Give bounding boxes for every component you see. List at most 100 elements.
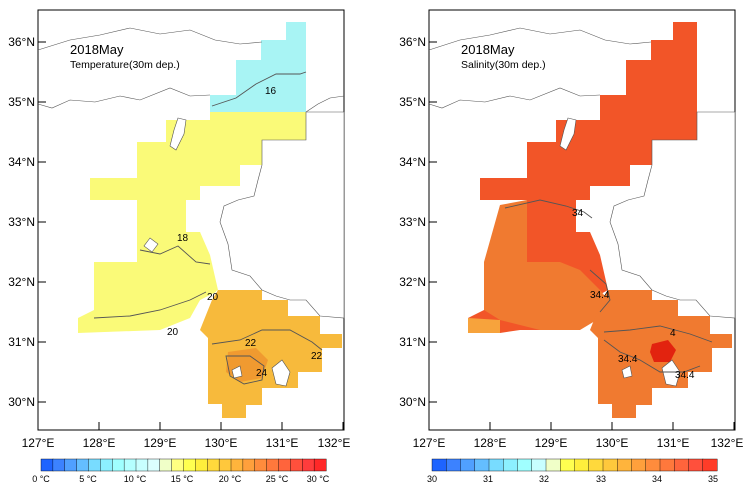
salinity-colorbar-swatch bbox=[688, 458, 704, 472]
salinity-colorbar-swatch bbox=[545, 458, 561, 472]
temperature-land-kyushu bbox=[219, 111, 345, 319]
temperature-colorbar-swatch bbox=[278, 458, 291, 472]
temperature-y-tick: 30°N bbox=[8, 395, 35, 409]
temperature-map: 16 18 20 20 22 22 24 2018May Temperature… bbox=[8, 9, 351, 484]
temperature-contour-label: 16 bbox=[265, 86, 277, 97]
salinity-y-tick: 31°N bbox=[399, 335, 426, 349]
temperature-contour-label: 20 bbox=[207, 292, 219, 303]
salinity-colorbar-label: 33 bbox=[596, 474, 606, 484]
salinity-colorbar-swatch bbox=[588, 458, 604, 472]
temperature-contour-label: 22 bbox=[245, 338, 257, 349]
temperature-colorbar-swatch bbox=[159, 458, 173, 472]
salinity-colorbar-swatch bbox=[446, 458, 462, 472]
temperature-contour-label: 22 bbox=[311, 351, 323, 362]
temperature-colorbar bbox=[40, 458, 327, 472]
salinity-contour-34 bbox=[504, 199, 593, 219]
salinity-contour-34-4-b bbox=[603, 339, 701, 373]
temperature-colorbar-swatch bbox=[266, 458, 280, 472]
temperature-map-ticks bbox=[37, 41, 344, 430]
salinity-colorbar-swatch bbox=[602, 458, 618, 472]
salinity-colorbar-swatch bbox=[488, 458, 504, 472]
salinity-colorbar-label: 35 bbox=[708, 474, 718, 484]
salinity-colorbar-swatch bbox=[574, 458, 590, 472]
temperature-colorbar-swatch bbox=[123, 458, 137, 472]
temperature-map-title: 2018May bbox=[70, 42, 124, 57]
salinity-colorbar-swatch bbox=[474, 458, 490, 472]
temperature-contour-label: 24 bbox=[256, 368, 268, 379]
temperature-colorbar-swatch bbox=[76, 458, 90, 472]
salinity-x-tick: 128°E bbox=[474, 436, 507, 450]
salinity-contour-outer bbox=[603, 325, 713, 343]
temperature-colorbar-swatch bbox=[254, 458, 268, 472]
salinity-x-tick: 127°E bbox=[413, 436, 446, 450]
temperature-colorbar-swatch bbox=[195, 458, 208, 472]
temperature-colorbar-label: 20 °C bbox=[219, 474, 242, 484]
temperature-contour-22 bbox=[211, 329, 323, 351]
temperature-colorbar-label: 30 °C bbox=[307, 474, 330, 484]
temperature-land-honshu bbox=[305, 95, 345, 113]
salinity-mid-region bbox=[484, 200, 608, 330]
salinity-contour-label: 4 bbox=[670, 328, 676, 339]
salinity-land-kyushu bbox=[609, 111, 736, 319]
temperature-colorbar-swatch bbox=[183, 458, 196, 472]
salinity-y-tick: 30°N bbox=[399, 395, 426, 409]
temperature-y-tick: 35°N bbox=[8, 95, 35, 109]
temperature-colorbar-label: 15 °C bbox=[171, 474, 194, 484]
salinity-land-korea bbox=[428, 27, 652, 109]
temperature-land-tsushima bbox=[169, 117, 187, 151]
salinity-colorbar-swatch bbox=[503, 458, 519, 472]
temperature-y-tick: 33°N bbox=[8, 215, 35, 229]
temperature-colorbar-swatch bbox=[207, 458, 220, 472]
salinity-colorbar-label: 34 bbox=[652, 474, 662, 484]
temperature-warm-region bbox=[200, 290, 342, 418]
temperature-colorbar-swatch bbox=[64, 458, 78, 472]
salinity-colorbar-label: 30 bbox=[427, 474, 437, 484]
temperature-colorbar-swatch bbox=[135, 458, 149, 472]
temperature-x-tick: 131°E bbox=[266, 436, 299, 450]
salinity-y-tick: 32°N bbox=[399, 275, 426, 289]
temperature-x-tick: 132°E bbox=[318, 436, 351, 450]
salinity-contour-label: 34.4 bbox=[618, 354, 638, 365]
salinity-map-ticks bbox=[428, 41, 735, 430]
temperature-contour-label: 20 bbox=[167, 327, 179, 338]
temperature-colorbar-swatch bbox=[88, 458, 101, 472]
salinity-colorbar-swatch bbox=[431, 458, 447, 472]
salinity-contour-label: 34 bbox=[572, 208, 584, 219]
temperature-y-tick: 34°N bbox=[8, 155, 35, 169]
temperature-cold-region bbox=[210, 22, 306, 112]
temperature-colorbar-label: 10 °C bbox=[124, 474, 147, 484]
temperature-contour-18 bbox=[139, 245, 211, 265]
salinity-x-tick: 129°E bbox=[535, 436, 568, 450]
salinity-y-tick: 35°N bbox=[399, 95, 426, 109]
salinity-colorbar-label: 32 bbox=[539, 474, 549, 484]
temperature-y-tick: 31°N bbox=[8, 335, 35, 349]
temperature-contour-20 bbox=[93, 291, 207, 319]
temperature-mid-region-2 bbox=[137, 232, 216, 328]
salinity-x-tick: 130°E bbox=[596, 436, 629, 450]
salinity-colorbar-swatch bbox=[617, 458, 633, 472]
salinity-land-tsushima bbox=[559, 117, 577, 151]
temperature-colorbar-swatch bbox=[313, 458, 327, 472]
salinity-contour-label: 34.4 bbox=[675, 370, 695, 381]
temperature-colorbar-swatch bbox=[218, 458, 232, 472]
temperature-contour-label: 18 bbox=[177, 233, 189, 244]
salinity-colorbar bbox=[431, 458, 718, 472]
temperature-x-tick: 130°E bbox=[205, 436, 238, 450]
salinity-contour-34-4-a bbox=[589, 269, 611, 313]
salinity-colorbar-swatch bbox=[645, 458, 661, 472]
salinity-map-subtitle: Salinity(30m dep.) bbox=[461, 59, 546, 71]
temperature-colorbar-swatch bbox=[52, 458, 66, 472]
temperature-contour-24 bbox=[225, 355, 265, 385]
salinity-colorbar-swatch bbox=[560, 458, 576, 472]
salinity-x-tick: 131°E bbox=[657, 436, 690, 450]
salinity-colorbar-swatch bbox=[631, 458, 647, 472]
temperature-land-korea bbox=[37, 27, 263, 109]
temperature-colorbar-swatch bbox=[147, 458, 161, 472]
temperature-colorbar-swatch bbox=[40, 458, 54, 472]
temperature-colorbar-label: 5 °C bbox=[79, 474, 97, 484]
salinity-y-tick: 36°N bbox=[399, 35, 426, 49]
temperature-y-tick: 32°N bbox=[8, 275, 35, 289]
temperature-colorbar-label: 25 °C bbox=[266, 474, 289, 484]
salinity-map: 34 34.4 34.4 34.4 4 2018May Salinity(30m… bbox=[399, 9, 743, 484]
